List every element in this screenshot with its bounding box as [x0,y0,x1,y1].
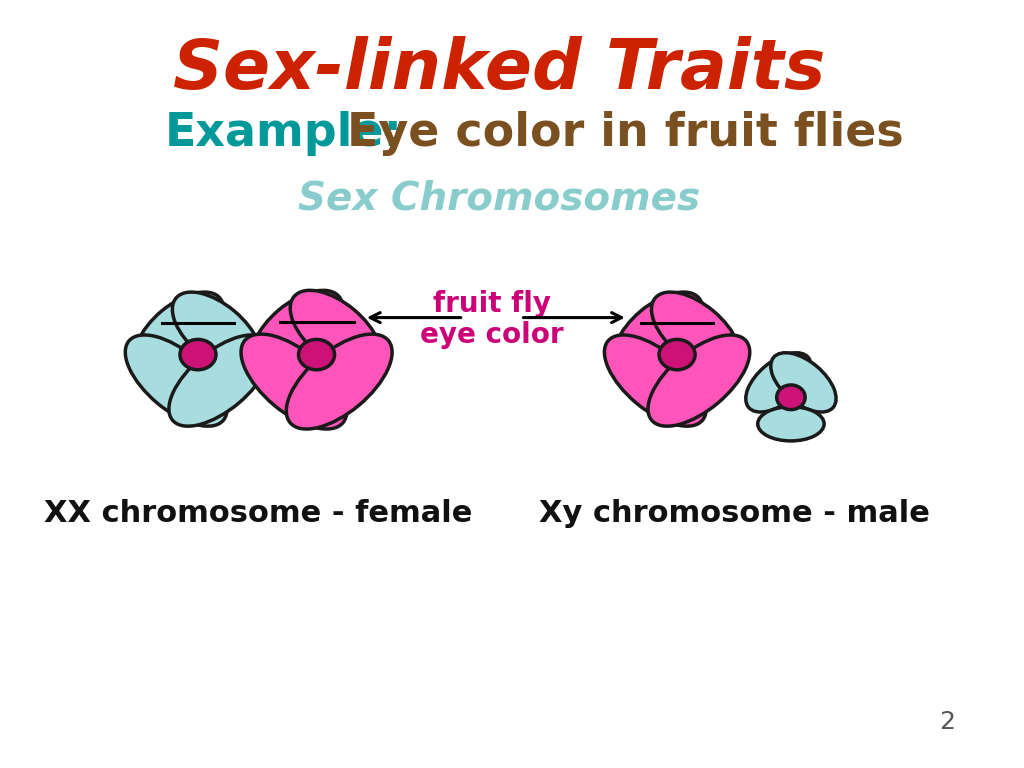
Ellipse shape [125,335,227,426]
Ellipse shape [252,290,343,373]
Text: Sex Chromosomes: Sex Chromosomes [298,179,699,217]
Text: Eye color in fruit flies: Eye color in fruit flies [331,111,903,156]
Ellipse shape [758,407,824,441]
Ellipse shape [745,353,811,412]
Text: Example:: Example: [165,111,402,156]
Ellipse shape [169,335,270,426]
Ellipse shape [648,335,750,426]
Ellipse shape [299,339,335,369]
Text: Sex-linked Traits: Sex-linked Traits [172,36,825,104]
Ellipse shape [180,339,216,369]
Text: fruit fly: fruit fly [433,290,551,318]
Ellipse shape [614,292,702,372]
Ellipse shape [287,334,392,429]
Ellipse shape [172,292,261,372]
Ellipse shape [135,292,223,372]
Ellipse shape [771,353,837,412]
Ellipse shape [604,335,707,426]
Text: XX chromosome - female: XX chromosome - female [44,498,472,528]
Text: 2: 2 [939,710,955,733]
Text: eye color: eye color [420,321,564,349]
Ellipse shape [651,292,740,372]
Ellipse shape [776,385,805,409]
Ellipse shape [241,334,347,429]
Ellipse shape [290,290,382,373]
Ellipse shape [659,339,695,369]
Text: Xy chromosome - male: Xy chromosome - male [539,498,930,528]
